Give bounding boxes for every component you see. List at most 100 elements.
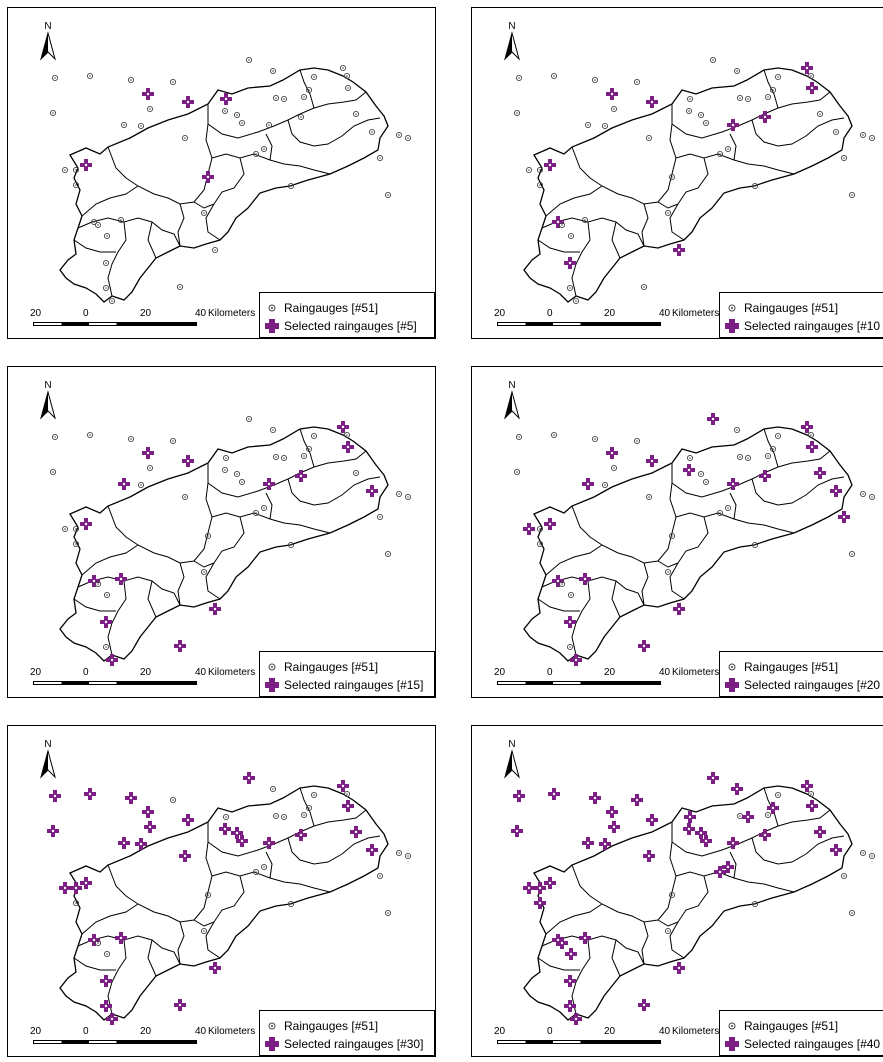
raingauge-marker (287, 182, 295, 190)
raingauge-marker-dot (97, 583, 99, 585)
raingauge-marker-dot (862, 134, 864, 136)
raingauge-marker (859, 490, 867, 498)
selected-raingauge-center (354, 830, 358, 834)
subbasin-boundary (545, 903, 603, 935)
subbasin-boundary (657, 201, 679, 209)
raingauge-marker (686, 454, 694, 462)
raingauge-marker-dot (594, 79, 596, 81)
raingauge-marker-dot (516, 471, 518, 473)
scale-label-20w: 20 (494, 667, 506, 678)
selected-raingauge-center (527, 886, 531, 890)
subbasin-boundary (107, 463, 213, 564)
raingauge-marker-dot (528, 169, 530, 171)
raingauge-marker (72, 540, 80, 548)
selected-raingauge-center (677, 607, 681, 611)
scale-label-20w: 20 (494, 308, 506, 319)
north-arrow: N (503, 380, 521, 420)
selected-raingauge-center (805, 66, 809, 70)
raingauge-marker (645, 134, 653, 142)
raingauge-marker (120, 121, 128, 129)
scale-bar: 20 0 20 40 Kilometers (30, 308, 270, 330)
raingauge-marker-dot (225, 457, 227, 459)
raingauge-marker (566, 284, 574, 292)
selected-raingauge-center (704, 839, 708, 843)
subbasin-boundary (107, 939, 127, 1015)
subbasin-boundary (751, 476, 845, 506)
raingauge-marker-dot (347, 87, 349, 89)
raingauge-marker (305, 445, 313, 453)
raingauge-marker-dot (346, 434, 348, 436)
selected-raingauge-center (746, 815, 750, 819)
raingauge-marker-dot (255, 153, 257, 155)
raingauge-marker (702, 478, 710, 486)
selected-raingauge-center (834, 848, 838, 852)
legend-gauges-row: Raingauges [#51] (264, 658, 378, 674)
selected-gauge-symbol-icon (724, 677, 740, 693)
raingauge-marker (774, 73, 782, 81)
selected-raingauge-center (810, 804, 814, 808)
selected-raingauge-center (568, 620, 572, 624)
basin-outline (523, 785, 853, 1021)
selected-raingauge-center (586, 482, 590, 486)
legend-selected-label: Selected raingauges [#20 (744, 677, 881, 692)
subbasin-boundary (73, 957, 116, 971)
raingauge-marker (103, 591, 111, 599)
raingauge-marker-dot (255, 512, 257, 514)
subbasin-boundary (671, 91, 831, 139)
selected-raingauge-center (299, 474, 303, 478)
selected-raingauge-center (677, 248, 681, 252)
selected-raingauge-center (726, 865, 730, 869)
raingauge-marker-dot (290, 185, 292, 187)
raingauge-marker (260, 863, 268, 871)
scale-unit: Kilometers (672, 308, 720, 319)
selected-gauge-symbol-icon (264, 677, 280, 693)
selected-raingauge-center (104, 620, 108, 624)
raingauge-marker-dot (275, 815, 277, 817)
raingauge-marker (287, 541, 295, 549)
legend-selected-row: Selected raingauges [#40 (724, 1035, 880, 1051)
raingauge-marker-dot (75, 543, 77, 545)
legend-gauges-label: Raingauges [#51] (284, 659, 379, 674)
raingauge-marker (733, 67, 741, 75)
raingauge-marker-dot (819, 113, 821, 115)
raingauge-marker (102, 259, 110, 267)
selected-raingauge-center (146, 810, 150, 814)
selected-raingauge-center (568, 979, 572, 983)
selected-raingauge-center (569, 952, 573, 956)
raingauge-marker-dot (851, 194, 853, 196)
raingauge-marker (536, 181, 544, 189)
raingauge-marker-dot (727, 148, 729, 150)
raingauge-marker (169, 796, 177, 804)
raingauge-marker (72, 166, 80, 174)
raingauge-marker-dot (747, 457, 749, 459)
subbasin-boundary (177, 562, 185, 606)
selected-raingauge-center (178, 644, 182, 648)
raingauge-marker (736, 94, 744, 102)
subbasin-boundary (545, 185, 603, 217)
subbasin-boundary (537, 598, 580, 612)
raingauge-marker (310, 73, 318, 81)
raingauge-marker (848, 909, 856, 917)
raingauge-marker (848, 550, 856, 558)
raingauge-marker (716, 509, 724, 517)
map-canvas (49, 56, 412, 305)
raingauge-marker (272, 94, 280, 102)
selected-raingauge-center (74, 886, 78, 890)
selected-raingauge-center (119, 936, 123, 940)
subbasin-boundary (571, 580, 591, 656)
selected-raingauge-center (129, 796, 133, 800)
raingauge-marker-dot (379, 157, 381, 159)
raingauge-marker-dot (843, 157, 845, 159)
selected-raingauge-center (346, 445, 350, 449)
scale-bar-graphic (33, 681, 197, 685)
raingauge-marker (200, 568, 208, 576)
legend-gauges-row: Raingauges [#51] (264, 299, 378, 315)
subbasin-boundary (107, 580, 127, 656)
gauge-symbol-icon (724, 659, 740, 675)
scale-bar: 20 0 20 40 Kilometers (494, 1026, 734, 1048)
map-canvas (511, 772, 876, 1025)
subbasin-boundary (177, 921, 185, 965)
raingauge-marker-dot (248, 59, 250, 61)
raingauge-marker-dot (719, 512, 721, 514)
map-canvas (47, 772, 412, 1025)
